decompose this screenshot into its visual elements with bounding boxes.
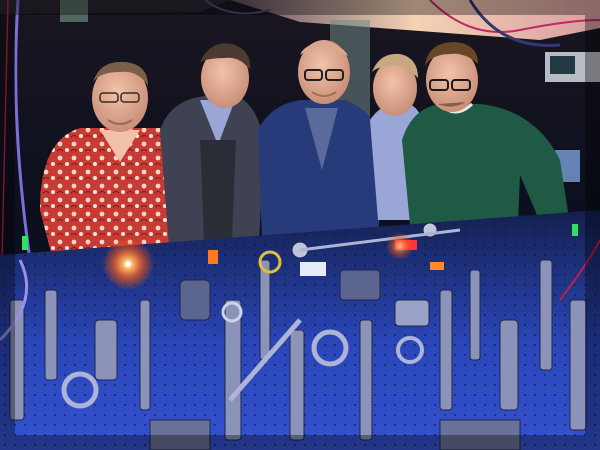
fiber-cable — [14, 0, 32, 261]
green-led — [572, 224, 578, 236]
laser-mount — [430, 262, 444, 270]
cable — [429, 0, 600, 33]
optics-components — [9, 222, 587, 450]
person-floral-shirt — [40, 61, 193, 268]
ceiling-left — [0, 0, 230, 14]
fiber-cable — [0, 259, 29, 342]
person-green-sweater — [402, 42, 568, 225]
cable — [468, 0, 561, 47]
face — [373, 60, 417, 116]
ceiling-light-panel — [230, 0, 600, 40]
laser-glow — [386, 232, 414, 260]
laser-mount — [208, 250, 218, 264]
face — [92, 64, 148, 132]
person-grey-blazer — [160, 43, 264, 260]
face — [298, 40, 350, 104]
white-component — [300, 262, 326, 276]
green-led — [22, 236, 28, 250]
person-blue-blazer — [258, 40, 384, 240]
wall-box — [60, 0, 88, 22]
fiber-cable — [559, 239, 600, 301]
fiber-cable — [1, 0, 9, 261]
cable — [204, 0, 271, 15]
face — [201, 48, 249, 108]
